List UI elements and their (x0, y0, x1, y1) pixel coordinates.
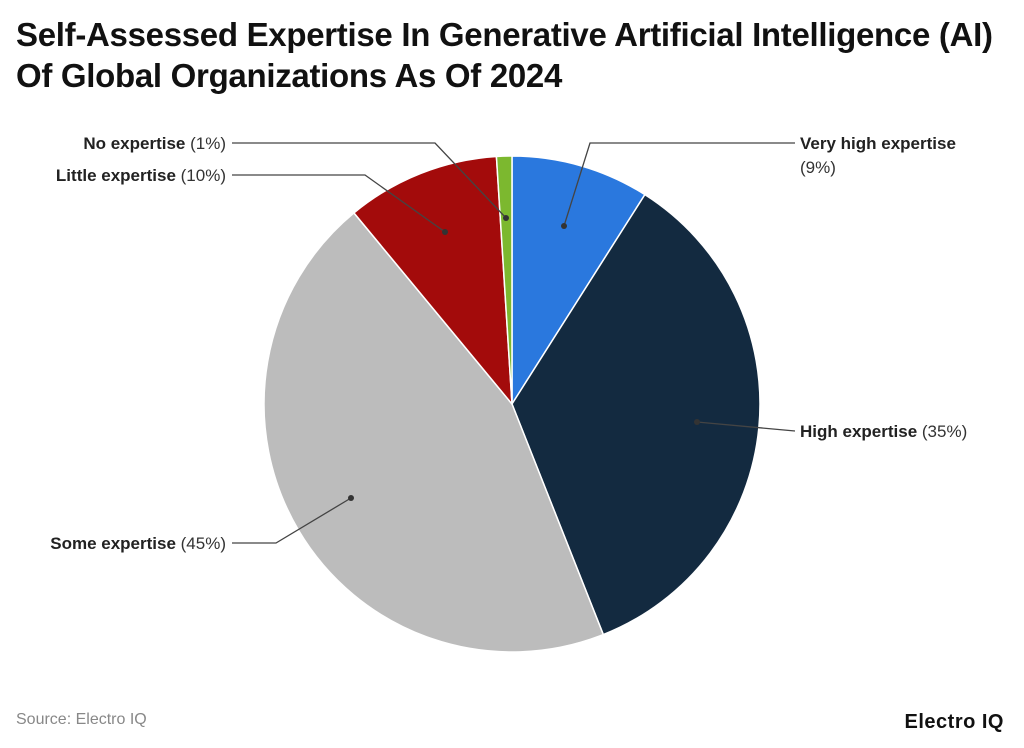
slice-label-little-expertise: Little expertise (10%) (56, 166, 226, 185)
slice-label-name: No expertise (83, 134, 185, 153)
leader-line-very-high-expertise (563, 142, 795, 227)
electro-iq-logo: Electro IQ (904, 711, 1004, 733)
slice-label-name: Little expertise (56, 166, 176, 185)
slice-label-percent: (45%) (176, 534, 226, 553)
slice-label-percent: (10%) (176, 166, 226, 185)
slice-label-name: High expertise (800, 422, 917, 441)
pie-slice-very-high-expertise (511, 155, 646, 407)
leader-dot-little-expertise (442, 229, 448, 235)
leader-line-high-expertise (696, 421, 796, 432)
slice-label-name: Very high expertise (800, 134, 956, 153)
slice-label-percent: (9%) (800, 158, 836, 177)
slice-label-very-high-expertise: Very high expertise (9%) (800, 134, 956, 177)
leader-line-no-expertise (232, 142, 507, 219)
leader-line-little-expertise (232, 174, 446, 233)
slice-label-percent: (1%) (185, 134, 226, 153)
leader-dot-very-high-expertise (561, 223, 567, 229)
slice-label-no-expertise: No expertise (1%) (83, 134, 226, 153)
chart-title: Self-Assessed Expertise In Generative Ar… (16, 16, 993, 94)
pie-slice-little-expertise (352, 155, 513, 407)
slice-label-some-expertise: Some expertise (45%) (50, 534, 226, 553)
slice-label-name: Some expertise (50, 534, 176, 553)
leader-dot-no-expertise (503, 215, 509, 221)
slice-label-high-expertise: High expertise (35%) (800, 422, 967, 441)
pie-slice-some-expertise (263, 211, 605, 653)
leader-dot-high-expertise (694, 419, 700, 425)
slice-label-percent: (35%) (917, 422, 967, 441)
leader-dot-some-expertise (348, 495, 354, 501)
leader-line-some-expertise (232, 497, 352, 544)
source-note: Source: Electro IQ (16, 711, 147, 728)
